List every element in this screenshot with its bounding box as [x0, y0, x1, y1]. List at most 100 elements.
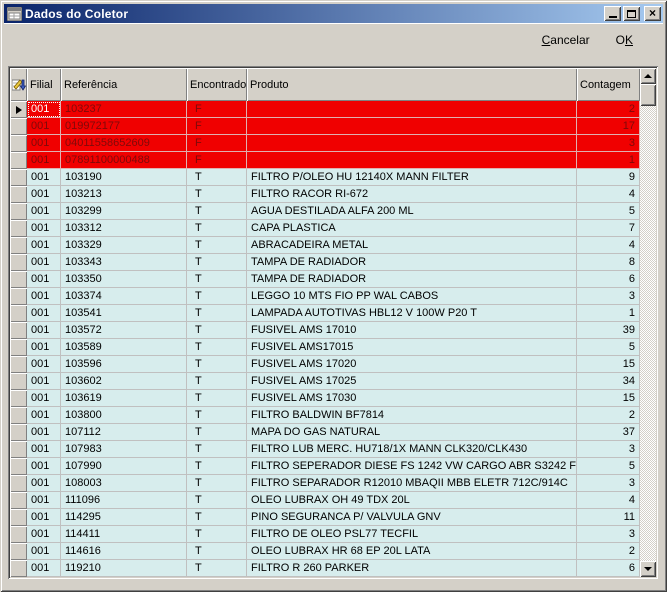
- table-row[interactable]: 001 103541 T LAMPADA AUTOTIVAS HBL12 V 100W…: [10, 305, 640, 322]
- cell-produto[interactable]: AGUA DESTILADA ALFA 200 ML: [247, 203, 577, 220]
- cell-filial[interactable]: 001: [27, 526, 61, 543]
- scrollbar-down-button[interactable]: [640, 561, 656, 577]
- cell-encontrado[interactable]: T: [187, 543, 247, 560]
- cell-encontrado[interactable]: T: [187, 509, 247, 526]
- cell-produto[interactable]: FILTRO SEPARADOR R12010 MBAQII MBB ELETR…: [247, 475, 577, 492]
- cell-referencia[interactable]: 103299: [61, 203, 187, 220]
- column-header-contagem[interactable]: Contagem: [577, 68, 640, 101]
- cell-produto[interactable]: FILTRO DE OLEO PSL77 TECFIL: [247, 526, 577, 543]
- cell-produto[interactable]: FUSIVEL AMS17015: [247, 339, 577, 356]
- row-indicator[interactable]: [10, 407, 27, 424]
- cell-filial[interactable]: 001: [27, 424, 61, 441]
- cell-referencia[interactable]: 103596: [61, 356, 187, 373]
- table-row[interactable]: 001 107983 T FILTRO LUB MERC. HU718/1X MANN…: [10, 441, 640, 458]
- cell-produto[interactable]: TAMPA DE RADIADOR: [247, 254, 577, 271]
- cell-encontrado[interactable]: T: [187, 322, 247, 339]
- cell-contagem[interactable]: 37: [577, 424, 640, 441]
- cell-referencia[interactable]: 108003: [61, 475, 187, 492]
- cell-produto[interactable]: TAMPA DE RADIADOR: [247, 271, 577, 288]
- cell-produto[interactable]: FILTRO P/OLEO HU 12140X MANN FILTER: [247, 169, 577, 186]
- cell-referencia[interactable]: 103190: [61, 169, 187, 186]
- row-indicator[interactable]: [10, 526, 27, 543]
- cell-filial[interactable]: 001: [27, 543, 61, 560]
- row-indicator[interactable]: [10, 339, 27, 356]
- cell-produto[interactable]: OLEO LUBRAX OH 49 TDX 20L: [247, 492, 577, 509]
- cell-contagem[interactable]: 5: [577, 458, 640, 475]
- cell-encontrado[interactable]: T: [187, 305, 247, 322]
- cell-encontrado[interactable]: F: [187, 101, 247, 118]
- table-row[interactable]: 001 103374 T LEGGO 10 MTS FIO PP WAL CABOS 3: [10, 288, 640, 305]
- cell-filial[interactable]: 001: [27, 101, 61, 118]
- cell-produto[interactable]: FUSIVEL AMS 17030: [247, 390, 577, 407]
- titlebar[interactable]: Dados do Coletor ×: [4, 4, 663, 23]
- cell-encontrado[interactable]: T: [187, 271, 247, 288]
- cell-encontrado[interactable]: T: [187, 475, 247, 492]
- cell-produto[interactable]: [247, 152, 577, 169]
- row-indicator[interactable]: [10, 509, 27, 526]
- cell-referencia[interactable]: 103572: [61, 322, 187, 339]
- row-indicator[interactable]: [10, 152, 27, 169]
- table-row[interactable]: 001 103800 T FILTRO BALDWIN BF7814 2: [10, 407, 640, 424]
- row-indicator[interactable]: [10, 288, 27, 305]
- column-header-filial[interactable]: Filial: [27, 68, 61, 101]
- cell-produto[interactable]: [247, 101, 577, 118]
- cell-referencia[interactable]: 103602: [61, 373, 187, 390]
- table-row[interactable]: 001 019972177 F 17: [10, 118, 640, 135]
- cell-contagem[interactable]: 3: [577, 135, 640, 152]
- cell-filial[interactable]: 001: [27, 169, 61, 186]
- cell-contagem[interactable]: 1: [577, 152, 640, 169]
- row-indicator[interactable]: [10, 118, 27, 135]
- cell-filial[interactable]: 001: [27, 288, 61, 305]
- row-indicator[interactable]: [10, 560, 27, 577]
- table-row[interactable]: 001 107112 T MAPA DO GAS NATURAL 37: [10, 424, 640, 441]
- table-row[interactable]: 001 103190 T FILTRO P/OLEO HU 12140X MANN F…: [10, 169, 640, 186]
- cell-filial[interactable]: 001: [27, 118, 61, 135]
- cell-filial[interactable]: 001: [27, 203, 61, 220]
- table-row[interactable]: 001 103596 T FUSIVEL AMS 17020 15: [10, 356, 640, 373]
- table-row[interactable]: 001 103312 T CAPA PLASTICA 7: [10, 220, 640, 237]
- maximize-button[interactable]: [623, 6, 640, 21]
- cell-referencia[interactable]: 114616: [61, 543, 187, 560]
- cell-encontrado[interactable]: T: [187, 356, 247, 373]
- cell-filial[interactable]: 001: [27, 475, 61, 492]
- row-indicator[interactable]: [10, 373, 27, 390]
- cell-produto[interactable]: OLEO LUBRAX HR 68 EP 20L LATA: [247, 543, 577, 560]
- cell-encontrado[interactable]: F: [187, 135, 247, 152]
- cell-produto[interactable]: FILTRO SEPERADOR DIESE FS 1242 VW CARGO …: [247, 458, 577, 475]
- cell-produto[interactable]: FILTRO RACOR RI-672: [247, 186, 577, 203]
- cell-encontrado[interactable]: T: [187, 407, 247, 424]
- row-indicator[interactable]: [10, 305, 27, 322]
- cell-referencia[interactable]: 107990: [61, 458, 187, 475]
- cell-produto[interactable]: FUSIVEL AMS 17020: [247, 356, 577, 373]
- cell-referencia[interactable]: 019972177: [61, 118, 187, 135]
- column-header-produto[interactable]: Produto: [247, 68, 577, 101]
- cell-encontrado[interactable]: T: [187, 220, 247, 237]
- cell-filial[interactable]: 001: [27, 441, 61, 458]
- cell-encontrado[interactable]: T: [187, 339, 247, 356]
- cell-contagem[interactable]: 6: [577, 271, 640, 288]
- cell-produto[interactable]: ABRACADEIRA METAL: [247, 237, 577, 254]
- cell-referencia[interactable]: 107983: [61, 441, 187, 458]
- cell-contagem[interactable]: 15: [577, 390, 640, 407]
- cell-filial[interactable]: 001: [27, 322, 61, 339]
- cell-referencia[interactable]: 103800: [61, 407, 187, 424]
- cell-filial[interactable]: 001: [27, 271, 61, 288]
- cell-filial[interactable]: 001: [27, 305, 61, 322]
- cell-filial[interactable]: 001: [27, 339, 61, 356]
- cell-referencia[interactable]: 04011558652609: [61, 135, 187, 152]
- cell-encontrado[interactable]: T: [187, 492, 247, 509]
- cell-contagem[interactable]: 2: [577, 407, 640, 424]
- scrollbar-track[interactable]: [640, 106, 656, 561]
- cell-referencia[interactable]: 103312: [61, 220, 187, 237]
- table-row[interactable]: 001 103589 T FUSIVEL AMS17015 5: [10, 339, 640, 356]
- table-row[interactable]: 001 114295 T PINO SEGURANCA P/ VALVULA GNV 1…: [10, 509, 640, 526]
- minimize-button[interactable]: [604, 6, 621, 21]
- table-row[interactable]: 001 119210 T FILTRO R 260 PARKER 6: [10, 560, 640, 577]
- row-indicator[interactable]: [10, 237, 27, 254]
- table-row[interactable]: 001 111096 T OLEO LUBRAX OH 49 TDX 20L 4: [10, 492, 640, 509]
- table-row[interactable]: 001 114411 T FILTRO DE OLEO PSL77 TECFIL 3: [10, 526, 640, 543]
- cell-filial[interactable]: 001: [27, 220, 61, 237]
- cell-produto[interactable]: FUSIVEL AMS 17010: [247, 322, 577, 339]
- cell-filial[interactable]: 001: [27, 356, 61, 373]
- cell-referencia[interactable]: 103329: [61, 237, 187, 254]
